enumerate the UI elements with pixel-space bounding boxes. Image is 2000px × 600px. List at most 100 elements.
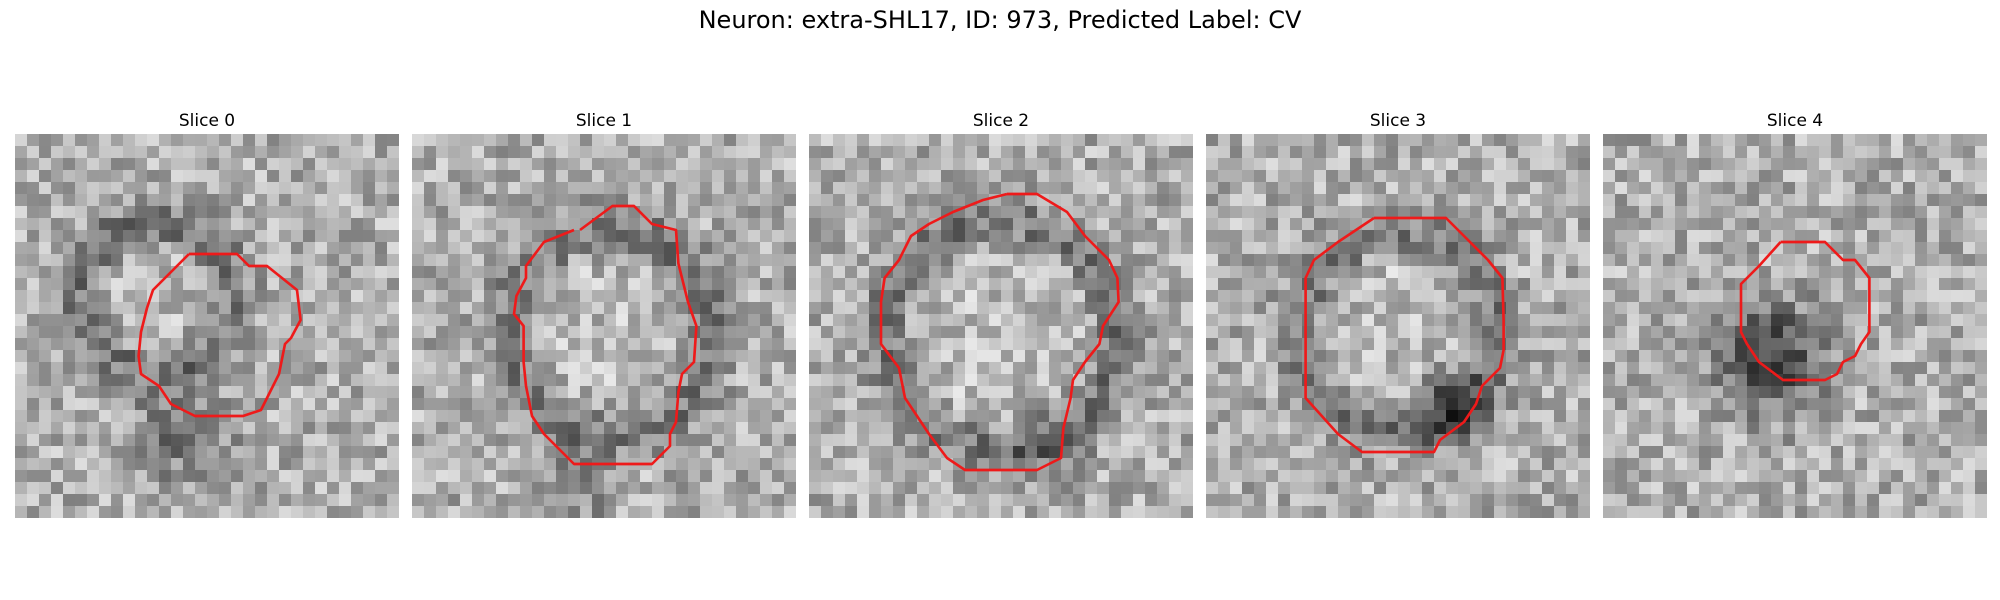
image-pixel <box>448 278 461 291</box>
image-pixel <box>1242 470 1255 483</box>
image-pixel <box>460 290 473 303</box>
image-pixel <box>1771 194 1784 207</box>
image-pixel <box>1603 338 1616 351</box>
image-pixel <box>1566 398 1579 411</box>
image-pixel <box>1157 206 1170 219</box>
image-pixel <box>303 206 316 219</box>
image-pixel <box>1230 278 1243 291</box>
image-pixel <box>1807 338 1820 351</box>
image-pixel <box>412 170 425 183</box>
image-pixel <box>243 374 256 387</box>
image-pixel <box>748 458 761 471</box>
image-pixel <box>1073 218 1086 231</box>
image-pixel <box>917 350 930 363</box>
image-pixel <box>207 470 220 483</box>
image-pixel <box>1362 398 1375 411</box>
image-pixel <box>111 458 124 471</box>
image-pixel <box>1566 470 1579 483</box>
image-pixel <box>87 242 100 255</box>
image-pixel <box>1133 434 1146 447</box>
image-pixel <box>1843 158 1856 171</box>
image-pixel <box>243 206 256 219</box>
image-pixel <box>424 182 437 195</box>
image-pixel <box>1542 182 1555 195</box>
image-pixel <box>1759 446 1772 459</box>
image-pixel <box>1109 470 1122 483</box>
image-pixel <box>929 386 942 399</box>
image-pixel <box>1350 410 1363 423</box>
image-pixel <box>255 338 268 351</box>
image-pixel <box>917 242 930 255</box>
image-pixel <box>1374 434 1387 447</box>
image-pixel <box>1398 206 1411 219</box>
image-pixel <box>1675 230 1688 243</box>
image-pixel <box>1639 374 1652 387</box>
image-pixel <box>1807 206 1820 219</box>
image-pixel <box>39 506 52 518</box>
image-pixel <box>700 194 713 207</box>
image-pixel <box>905 218 918 231</box>
image-pixel <box>1001 446 1014 459</box>
image-pixel <box>1218 458 1231 471</box>
image-pixel <box>640 326 653 339</box>
image-pixel <box>1025 146 1038 159</box>
image-pixel <box>1843 266 1856 279</box>
image-pixel <box>291 134 304 147</box>
image-pixel <box>1518 134 1531 147</box>
image-pixel <box>1133 302 1146 315</box>
image-pixel <box>1278 302 1291 315</box>
image-pixel <box>1350 194 1363 207</box>
image-pixel <box>15 326 28 339</box>
image-pixel <box>1266 350 1279 363</box>
image-pixel <box>1157 446 1170 459</box>
image-pixel <box>448 242 461 255</box>
image-pixel <box>1109 170 1122 183</box>
image-pixel <box>784 506 796 518</box>
image-pixel <box>1446 482 1459 495</box>
image-pixel <box>724 494 737 507</box>
image-pixel <box>1121 446 1134 459</box>
image-pixel <box>1145 446 1158 459</box>
image-pixel <box>231 302 244 315</box>
image-pixel <box>640 446 653 459</box>
image-pixel <box>1145 314 1158 327</box>
image-pixel <box>1506 374 1519 387</box>
image-pixel <box>1482 338 1495 351</box>
image-pixel <box>1711 302 1724 315</box>
image-pixel <box>1494 194 1507 207</box>
image-pixel <box>1518 194 1531 207</box>
image-pixel <box>869 374 882 387</box>
image-pixel <box>604 398 617 411</box>
image-pixel <box>1639 338 1652 351</box>
image-pixel <box>760 170 773 183</box>
image-pixel <box>1542 254 1555 267</box>
image-pixel <box>977 494 990 507</box>
image-pixel <box>1314 146 1327 159</box>
image-pixel <box>1001 494 1014 507</box>
image-pixel <box>712 194 725 207</box>
image-pixel <box>640 470 653 483</box>
image-pixel <box>1254 494 1267 507</box>
image-pixel <box>1927 290 1940 303</box>
image-pixel <box>1434 482 1447 495</box>
image-pixel <box>460 398 473 411</box>
image-pixel <box>1410 206 1423 219</box>
image-pixel <box>784 470 796 483</box>
image-pixel <box>640 506 653 518</box>
image-pixel <box>1133 218 1146 231</box>
image-pixel <box>652 146 665 159</box>
image-pixel <box>845 482 858 495</box>
image-pixel <box>640 302 653 315</box>
image-pixel <box>1975 254 1987 267</box>
image-pixel <box>1542 170 1555 183</box>
image-pixel <box>1434 398 1447 411</box>
image-pixel <box>1518 506 1531 518</box>
image-pixel <box>1867 230 1880 243</box>
image-pixel <box>712 470 725 483</box>
image-pixel <box>532 302 545 315</box>
image-pixel <box>1747 146 1760 159</box>
image-pixel <box>592 278 605 291</box>
image-pixel <box>1145 386 1158 399</box>
image-pixel <box>1747 326 1760 339</box>
image-pixel <box>1121 398 1134 411</box>
